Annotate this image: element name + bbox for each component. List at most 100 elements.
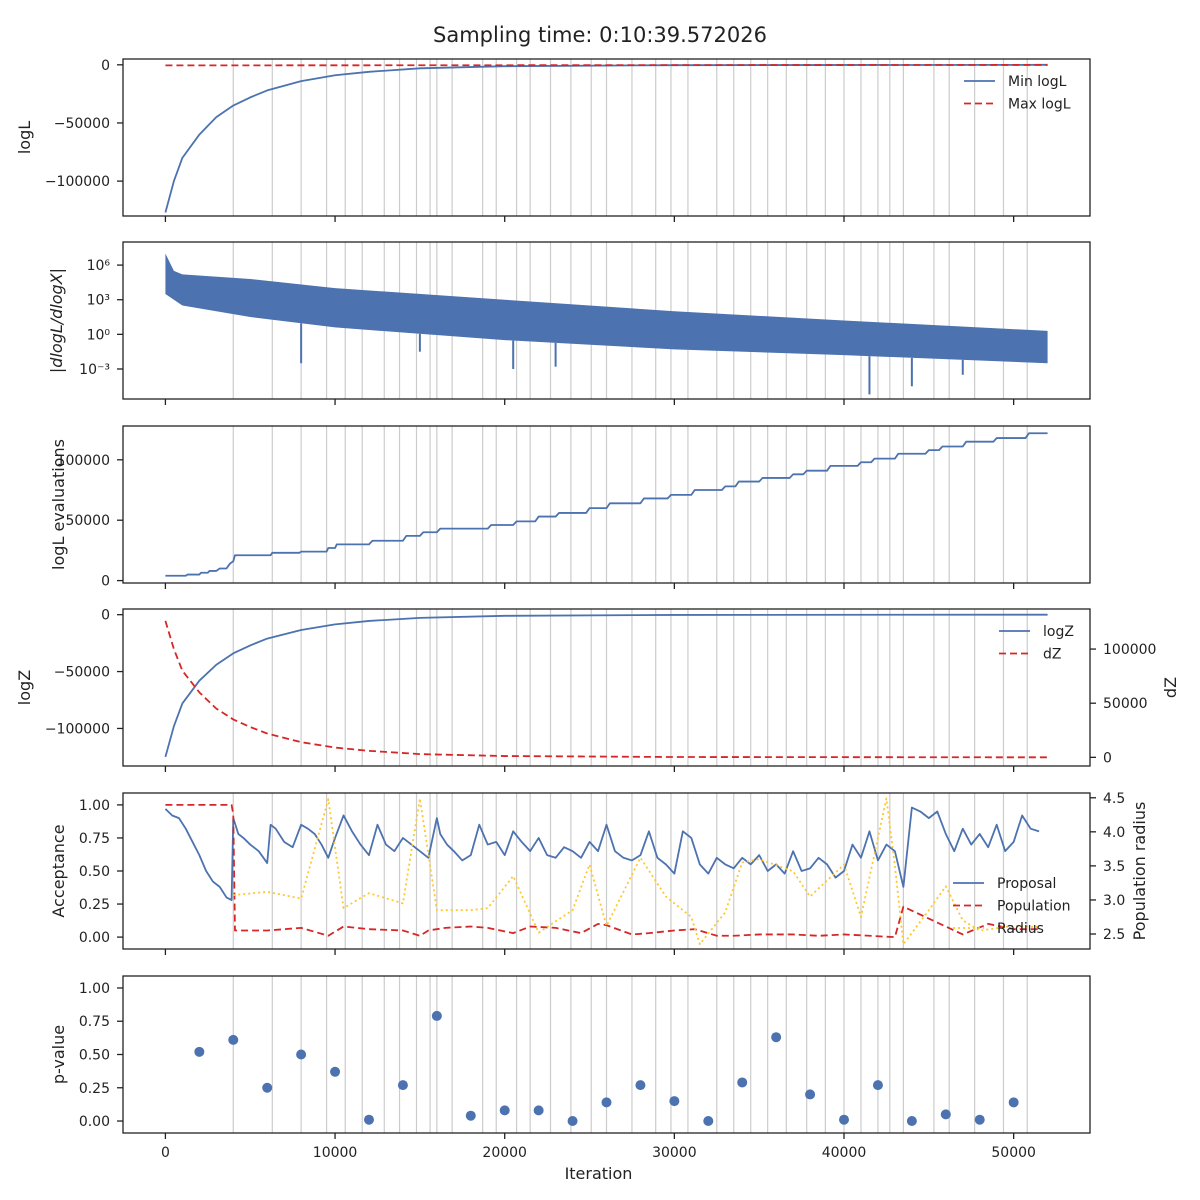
y-axis-label: |dlogL/dlogX| [47,268,66,373]
data-point [974,1114,985,1125]
data-point [737,1077,748,1088]
y-right-axis-label: Population radius [1130,802,1149,941]
y-right-tick-label: 4.0 [1103,825,1125,841]
legend-label: Proposal [997,876,1056,892]
data-point [567,1116,578,1127]
panels: 0 −50000 −100000 logL Min logL Max logL 10⁶ 10³… [15,58,1180,1183]
data-point [533,1105,544,1116]
series-line-proposal [164,806,1040,901]
x-tick-label: 10000 [313,1145,358,1161]
y-tick-label: 10⁶ [87,258,111,274]
plot-area [165,242,1048,399]
legend-label: logZ [1043,624,1074,640]
data-point [805,1089,816,1100]
y-tick-label: 50000 [65,513,110,529]
legend: Min logL Max logL [964,74,1071,113]
data-point [363,1114,374,1125]
y-tick-label: 0 [101,608,110,624]
data-point [839,1114,850,1125]
legend-label: dZ [1043,647,1061,663]
y-tick-label: 0.50 [79,1048,110,1064]
figure-title: Sampling time: 0:10:39.572026 [433,23,767,47]
plot-area [164,793,1040,949]
panel-pvalue: 0 10000 20000 30000 40000 50000 Iteration 0.00 0… [49,975,1091,1183]
panel-accept: 0.00 0.25 0.50 0.75 1.00 Acceptance 2.5 3.0 3.5 4… [49,791,1149,955]
panel-logl: 0 −50000 −100000 logL Min logL Max logL [15,58,1091,222]
data-point [499,1105,510,1116]
data-point [703,1116,714,1127]
y-axis-label: Acceptance [49,824,68,917]
plot-area [164,609,1048,766]
data-point [465,1110,476,1121]
y-tick-label: −50000 [54,665,110,681]
data-point [872,1080,883,1091]
y-axis-label: logL [15,121,34,154]
plot-area [194,976,1028,1133]
legend-label: Max logL [1008,97,1071,113]
legend: logZ dZ [999,624,1074,663]
legend-label: Min logL [1008,74,1067,90]
data-point [635,1080,646,1091]
y-right-tick-label: 3.0 [1103,893,1125,909]
gradient-band [165,253,1048,364]
y-axis-label: logZ [15,670,34,705]
data-point [601,1097,612,1108]
series-line-population [165,803,1040,939]
series-line-main [165,432,1048,577]
y-tick-label: 1.00 [79,981,110,997]
y-tick-label: 0 [101,574,110,590]
x-tick-label: 20000 [482,1145,527,1161]
y-tick-label: 1.00 [79,798,110,814]
data-point [431,1010,442,1021]
y-axis-label: logL evaluations [49,439,68,570]
y-right-tick-label: 2.5 [1103,927,1125,943]
data-point [330,1066,341,1077]
data-point [771,1032,782,1043]
legend: Proposal Population Radius [953,876,1071,937]
y-tick-label: 0.00 [79,930,110,946]
y-tick-label: 10⁻³ [79,362,110,378]
y-right-tick-label: 4.5 [1103,791,1125,807]
y-axis-label: p-value [49,1025,68,1084]
y-tick-label: 0.25 [79,897,110,913]
x-tick-label: 0 [161,1145,170,1161]
x-tick-label: 30000 [652,1145,697,1161]
data-point [228,1034,239,1045]
axes-frame [122,608,1091,767]
series-line-logz [164,613,1048,758]
series-line-dz [164,620,1048,759]
data-point [397,1080,408,1091]
series-line-radius [233,797,1040,946]
panel-logz: 0 −50000 −100000 logZ 0 50000 100000 dZ logZ dZ [15,608,1180,772]
y-tick-label: 0.25 [79,1081,110,1097]
data-point [906,1116,917,1127]
data-point [1008,1097,1019,1108]
y-tick-label: 10³ [87,293,110,309]
y-tick-label: −50000 [54,116,110,132]
data-point [262,1082,273,1093]
y-right-tick-label: 0 [1103,750,1112,766]
y-tick-label: 0 [101,58,110,74]
y-tick-label: 0.50 [79,864,110,880]
y-tick-label: 0.00 [79,1114,110,1130]
data-point [940,1109,951,1120]
data-point [296,1049,307,1060]
y-tick-label: −100000 [45,174,110,190]
data-point [669,1096,680,1107]
y-tick-label: 0.75 [79,831,110,847]
axes-frame [122,58,1091,217]
plot-area [164,59,1048,216]
y-right-tick-label: 100000 [1103,642,1156,658]
y-right-tick-label: 3.5 [1103,859,1125,875]
y-tick-label: −100000 [45,721,110,737]
axes-frame [122,241,1091,400]
y-right-axis-label: dZ [1161,677,1180,698]
y-tick-label: 100000 [57,453,110,469]
legend-label: Population [997,899,1071,915]
y-tick-label: 10⁰ [87,327,111,343]
plot-area [165,426,1048,583]
y-right-tick-label: 50000 [1103,696,1148,712]
x-axis-label: Iteration [565,1164,633,1183]
